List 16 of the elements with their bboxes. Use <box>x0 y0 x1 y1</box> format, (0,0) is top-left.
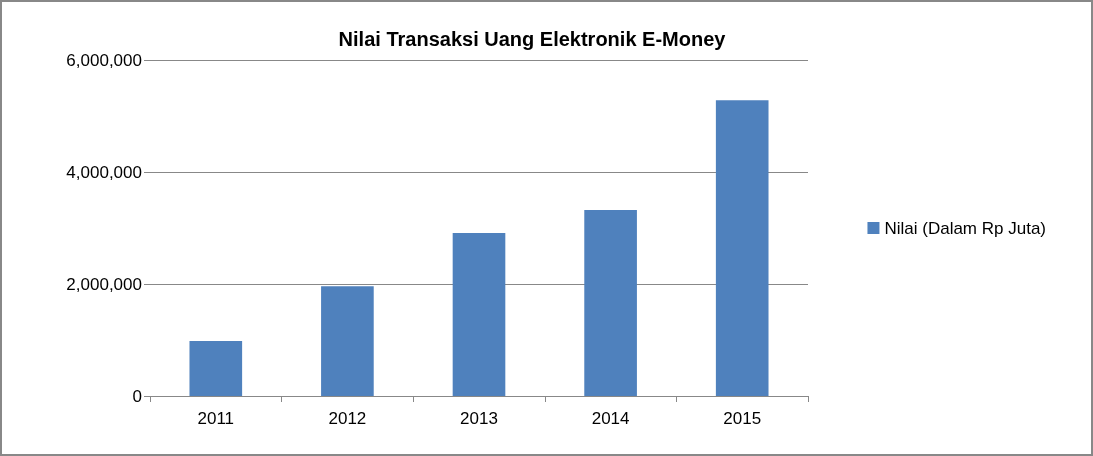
x-tick-label: 2014 <box>591 409 630 428</box>
y-tick-label: 4,000,000 <box>66 162 142 182</box>
x-tick-label: 2013 <box>460 409 498 428</box>
bar <box>715 100 769 396</box>
bar <box>189 341 243 396</box>
x-tick-label: 2012 <box>328 409 367 428</box>
y-tick-label: 0 <box>132 386 142 406</box>
bar <box>452 233 506 396</box>
bar <box>584 210 637 396</box>
y-tick-label: 2,000,000 <box>66 274 142 294</box>
bar <box>321 286 374 396</box>
x-tick-label: 2011 <box>197 409 235 428</box>
legend-label: Nilai (Dalam Rp Juta) <box>884 218 1047 238</box>
chart-title: Nilai Transaksi Uang Elektronik E-Money <box>338 28 727 50</box>
y-tick-label: 6,000,000 <box>66 50 142 70</box>
x-tick-label: 2015 <box>723 409 762 428</box>
